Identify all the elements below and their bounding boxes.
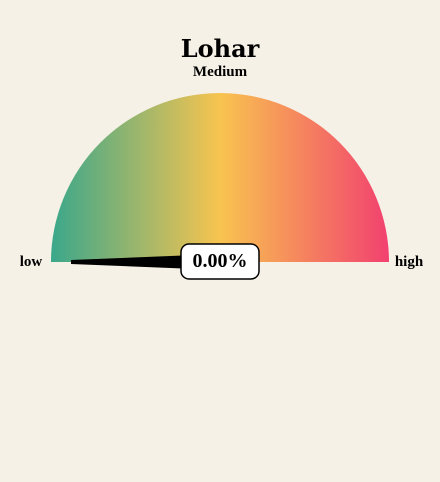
gauge-value-label: 0.00% <box>193 250 248 272</box>
gauge-value-box <box>180 243 260 280</box>
gauge-subtitle: Medium <box>193 64 248 80</box>
gauge-max-label: high <box>395 254 424 270</box>
gauge-min-label: low <box>20 254 43 270</box>
gauge-title: Lohar <box>181 34 260 63</box>
gauge-arc <box>51 93 389 262</box>
